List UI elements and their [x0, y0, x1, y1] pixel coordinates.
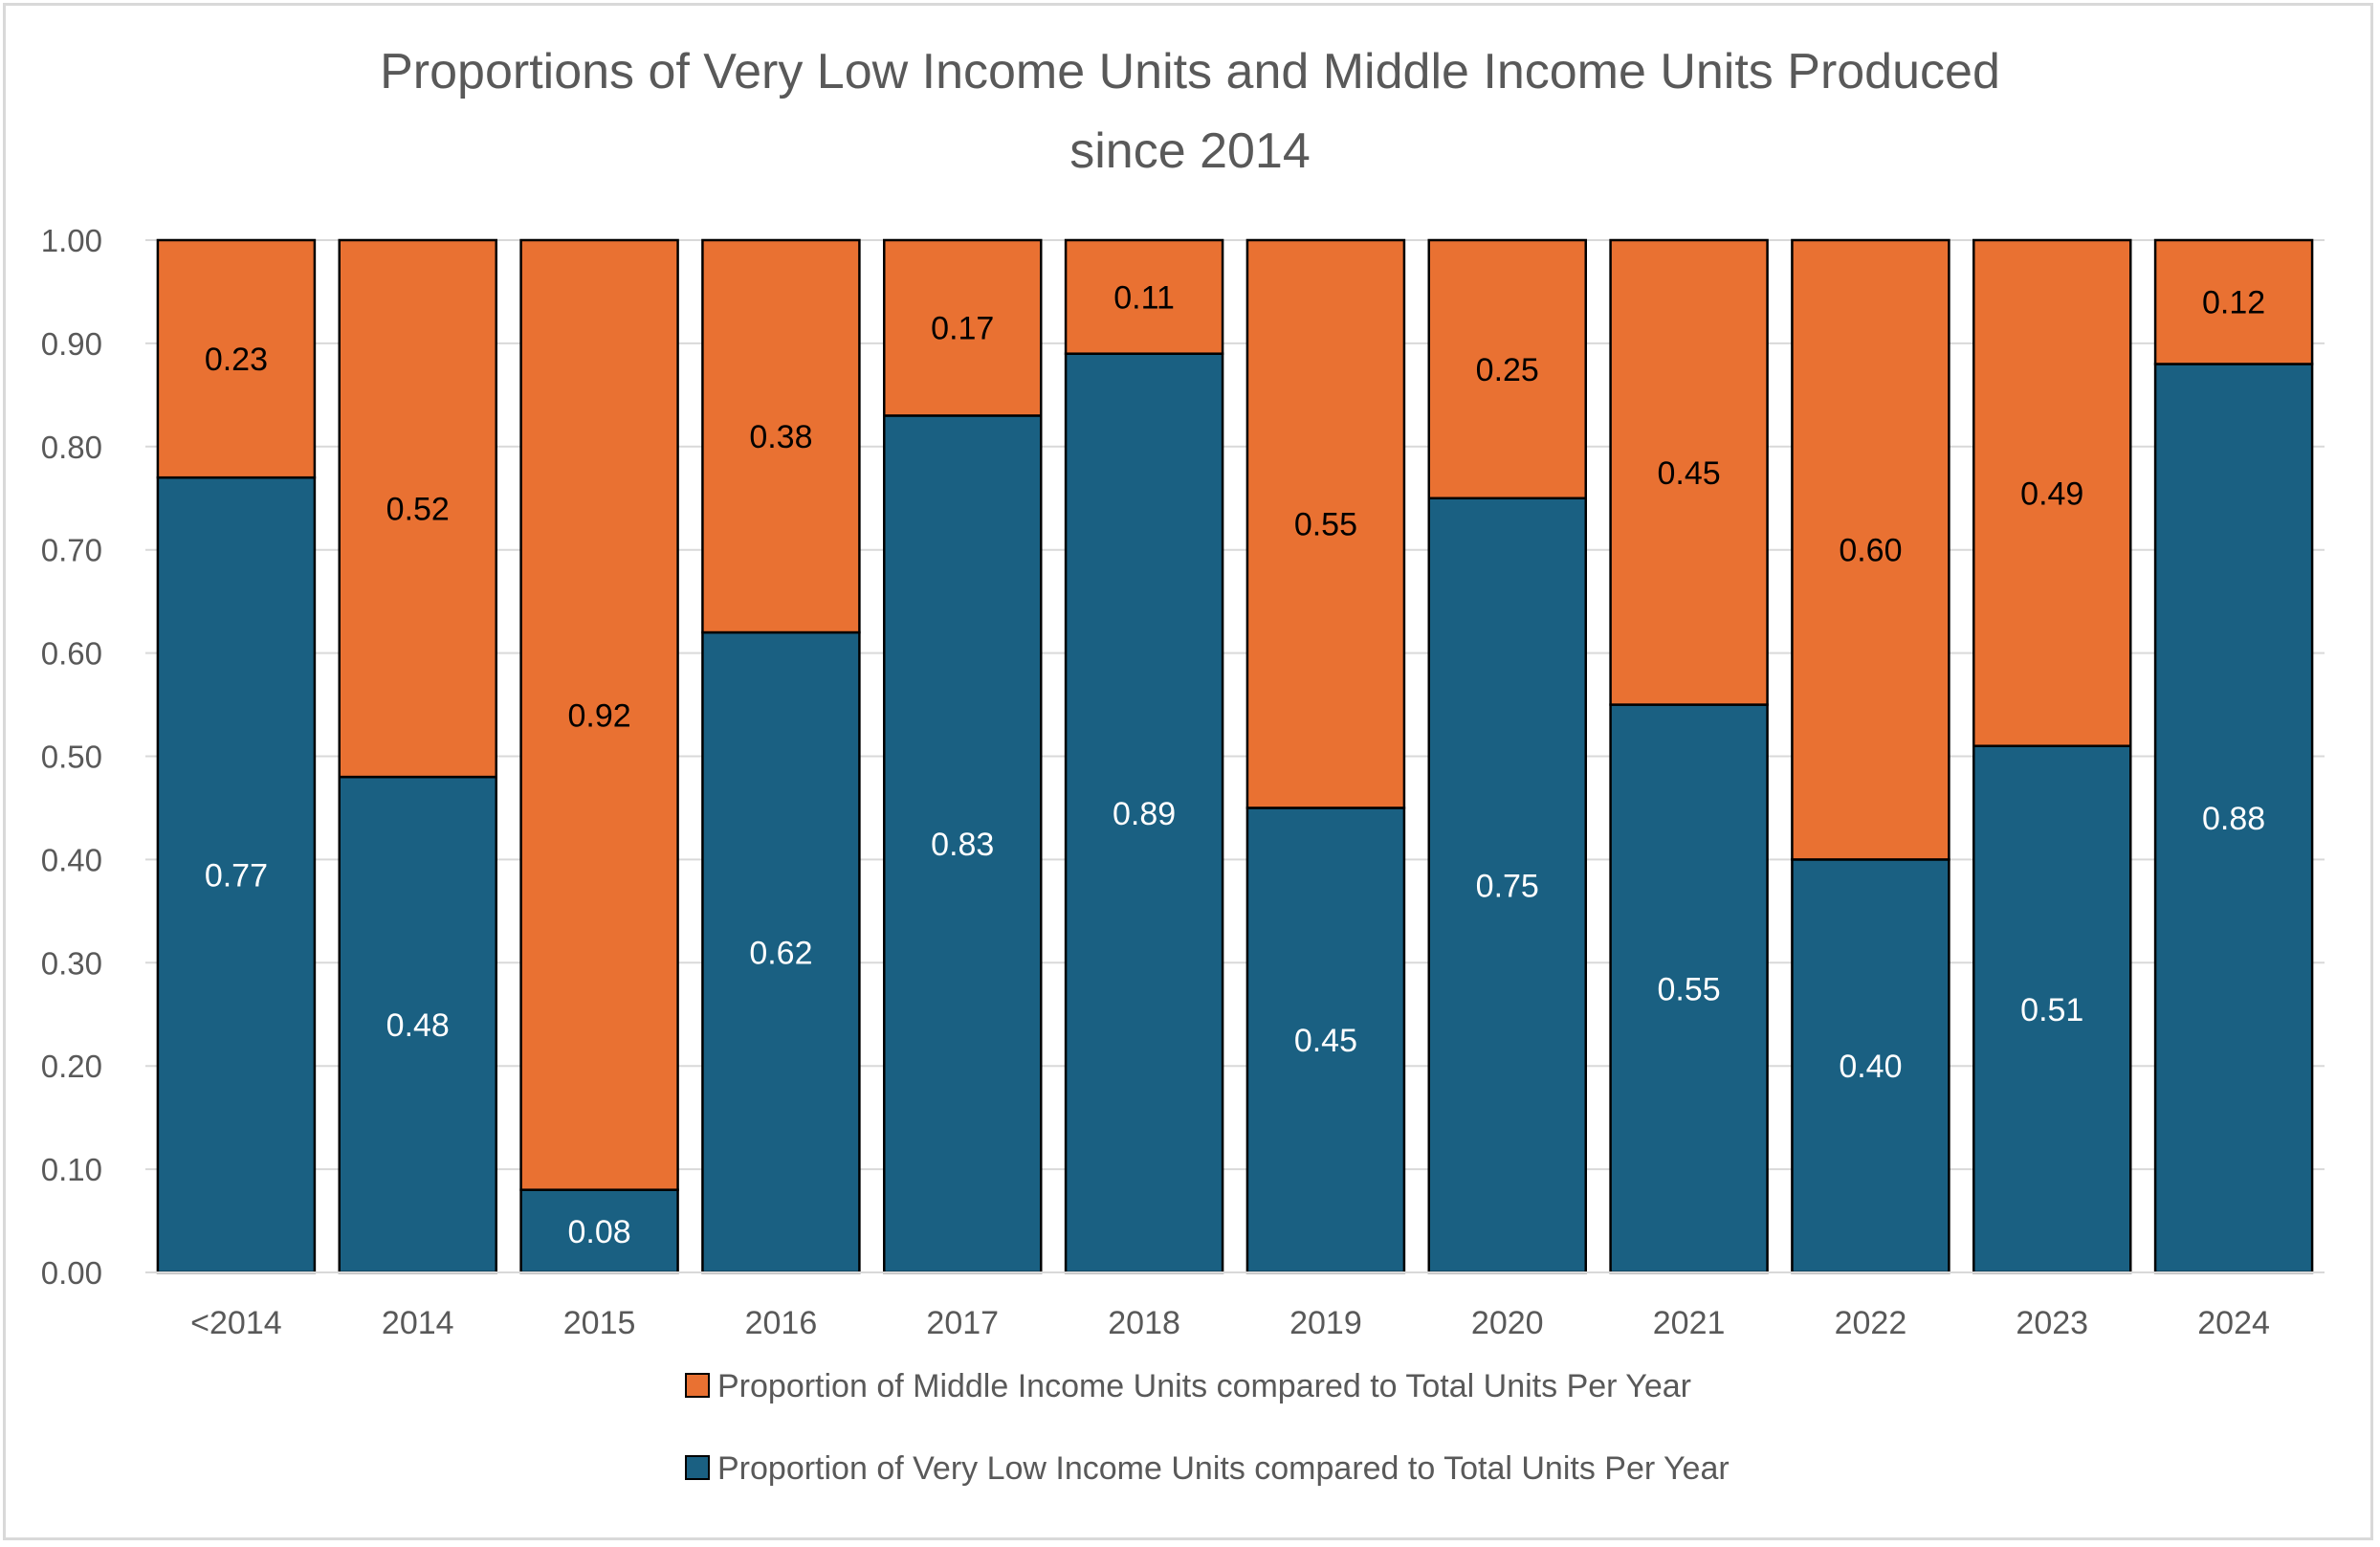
- data-label-very-low-income: 0.62: [749, 936, 812, 972]
- y-tick-label: 0.60: [41, 636, 102, 672]
- x-tick-label: 2015: [563, 1305, 636, 1341]
- bar-very-low-income: [1791, 858, 1950, 1274]
- legend-label: Proportion of Middle Income Units compar…: [717, 1368, 1691, 1404]
- x-axis: <2014 2014 2015 2016 2017 2018 2019 2020 2021 202…: [145, 1271, 2325, 1341]
- bar-middle-income: [883, 238, 1043, 417]
- data-label-very-low-income: 0.45: [1294, 1023, 1357, 1059]
- bar-middle-income: [701, 238, 861, 634]
- data-label-very-low-income: 0.48: [386, 1007, 450, 1044]
- bar-middle-income: [338, 238, 497, 779]
- x-tick-label: 2021: [1653, 1305, 1726, 1341]
- bar-very-low-income: [338, 775, 497, 1274]
- chart-title-line-1: Proportions of Very Low Income Units and…: [380, 44, 2000, 99]
- legend-swatch: [685, 1373, 710, 1398]
- data-label-middle-income: 0.49: [2020, 475, 2083, 512]
- bar-very-low-income: [1064, 352, 1224, 1274]
- data-label-very-low-income: 0.08: [567, 1214, 630, 1250]
- x-tick-label: 2016: [745, 1305, 818, 1341]
- legend-swatch: [685, 1455, 710, 1480]
- bar-very-low-income: [2153, 363, 2314, 1274]
- bar-middle-income: [1609, 238, 1769, 706]
- bar-middle-income: [519, 238, 679, 1191]
- y-tick-label: 0.90: [41, 326, 102, 362]
- y-tick-label: 0.00: [41, 1255, 102, 1291]
- bar-middle-income: [1972, 238, 2132, 747]
- data-label-middle-income: 0.12: [2202, 285, 2265, 321]
- y-tick-label: 0.30: [41, 945, 102, 981]
- bar-very-low-income: [883, 414, 1043, 1274]
- data-label-middle-income: 0.60: [1839, 533, 1902, 569]
- y-tick-label: 0.80: [41, 430, 102, 465]
- data-label-middle-income: 0.17: [931, 311, 994, 347]
- data-label-very-low-income: 0.88: [2202, 801, 2265, 837]
- chart-title-line-2: since 2014: [1069, 123, 1311, 179]
- bar-middle-income: [1791, 238, 1950, 861]
- data-label-middle-income: 0.25: [1476, 352, 1539, 388]
- x-tick-label: 2024: [2197, 1305, 2270, 1341]
- x-tick-label: 2022: [1835, 1305, 1907, 1341]
- x-tick-label: <2014: [190, 1305, 282, 1341]
- data-label-very-low-income: 0.89: [1113, 796, 1176, 832]
- x-tick-label: 2017: [926, 1305, 999, 1341]
- bar-very-low-income: [156, 475, 317, 1274]
- y-tick-label: 0.40: [41, 842, 102, 877]
- data-label-very-low-income: 0.51: [2020, 992, 2083, 1028]
- y-axis: 0.00 0.10 0.20 0.30 0.40 0.50 0.60 0.70 0.80 0.90…: [41, 223, 102, 1291]
- y-tick-label: 0.50: [41, 740, 102, 775]
- bar-middle-income: [1064, 238, 1224, 355]
- x-tick-label: 2019: [1289, 1305, 1362, 1341]
- bar-middle-income: [1427, 238, 1587, 499]
- x-tick-label: 2018: [1108, 1305, 1180, 1341]
- y-tick-label: 0.10: [41, 1152, 102, 1187]
- data-label-middle-income: 0.11: [1113, 279, 1175, 316]
- bar-very-low-income: [519, 1188, 679, 1274]
- bar-middle-income: [2153, 238, 2314, 365]
- data-label-very-low-income: 0.55: [1657, 971, 1720, 1007]
- data-label-middle-income: 0.45: [1657, 455, 1720, 492]
- bar-very-low-income: [1972, 744, 2132, 1274]
- y-tick-label: 1.00: [41, 223, 102, 258]
- y-tick-label: 0.20: [41, 1049, 102, 1084]
- x-tick-label: 2014: [382, 1305, 454, 1341]
- chart-title: Proportions of Very Low Income Units and…: [380, 44, 2000, 179]
- data-label-very-low-income: 0.77: [205, 858, 268, 895]
- legend: Proportion of Middle Income Units compar…: [685, 1368, 1730, 1487]
- y-tick-label: 0.70: [41, 533, 102, 568]
- data-label-middle-income: 0.52: [386, 492, 450, 528]
- data-label-middle-income: 0.38: [749, 419, 812, 455]
- bar-very-low-income: [1245, 807, 1406, 1274]
- x-tick-label: 2023: [2016, 1305, 2088, 1341]
- data-label-middle-income: 0.92: [567, 697, 630, 734]
- bar-middle-income: [1245, 238, 1406, 809]
- data-label-very-low-income: 0.83: [931, 827, 994, 863]
- x-tick-label: 2020: [1471, 1305, 1544, 1341]
- legend-label: Proportion of Very Low Income Units comp…: [717, 1450, 1730, 1487]
- bar-middle-income: [156, 238, 317, 479]
- data-label-very-low-income: 0.75: [1476, 868, 1539, 904]
- data-label-middle-income: 0.55: [1294, 507, 1357, 543]
- bar-very-low-income: [1609, 703, 1769, 1274]
- bars: 0.77 0.23 0.48 0.52 0.08 0.92 0.62 0.38 0.83 0.17…: [156, 238, 2314, 1274]
- data-label-very-low-income: 0.40: [1839, 1049, 1902, 1085]
- data-label-middle-income: 0.23: [205, 342, 268, 378]
- bar-very-low-income: [701, 630, 861, 1274]
- bar-very-low-income: [1427, 497, 1587, 1274]
